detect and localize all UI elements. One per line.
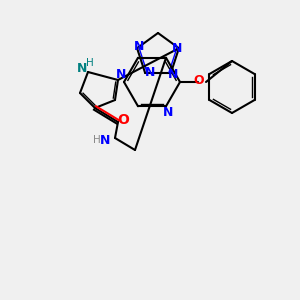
Text: N: N [145, 66, 155, 79]
Text: O: O [117, 113, 129, 127]
Text: N: N [116, 68, 126, 82]
Text: H: H [93, 135, 101, 145]
Text: N: N [163, 106, 173, 119]
Text: N: N [168, 68, 178, 81]
Text: H: H [86, 58, 94, 68]
Text: N: N [77, 62, 87, 76]
Text: N: N [134, 40, 144, 53]
Text: N: N [100, 134, 110, 146]
Text: N: N [172, 42, 182, 55]
Text: O: O [194, 74, 204, 86]
